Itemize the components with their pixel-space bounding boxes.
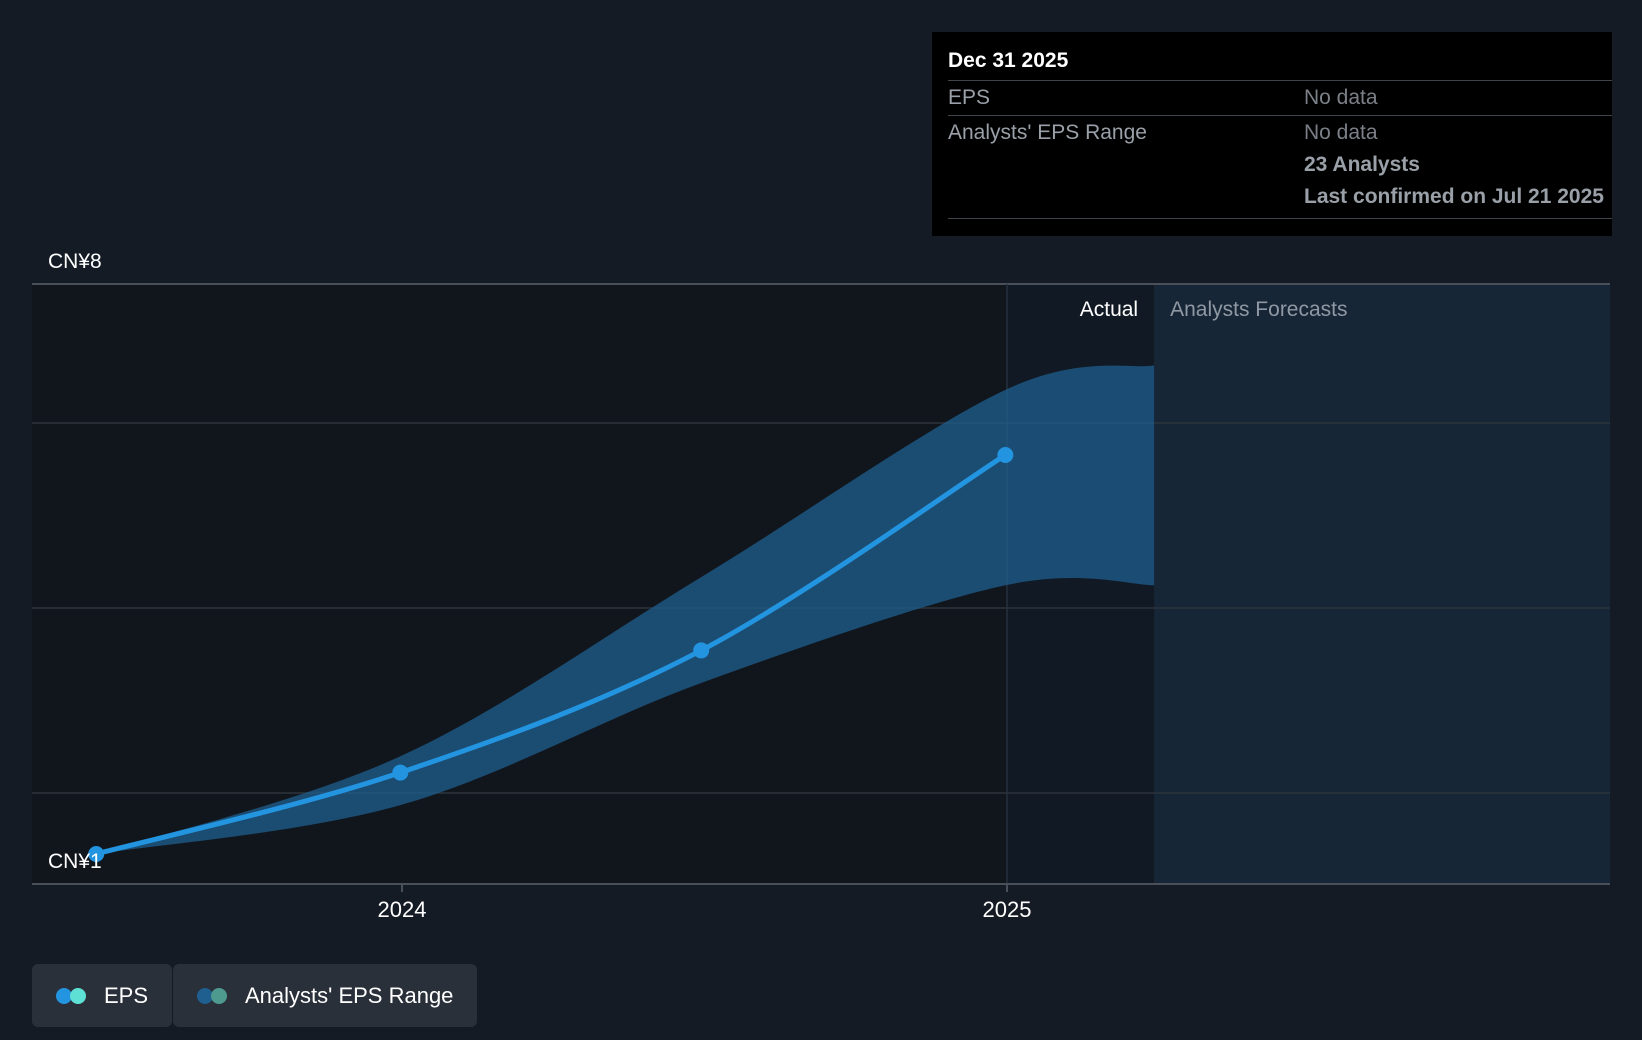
eps-point — [997, 447, 1014, 463]
tooltip-range-value: No data — [1304, 121, 1378, 144]
x-ticks: 2024 2025 — [378, 884, 1032, 922]
eps-point — [693, 642, 710, 659]
actual-section-label: Actual — [1080, 298, 1138, 321]
tooltip-eps-value: No data — [1304, 86, 1378, 109]
eps-legend-dot-secondary — [70, 987, 86, 1004]
x-tick-label: 2025 — [983, 897, 1032, 922]
tooltip-range-row: Analysts' EPS Range No data 23 Analysts … — [948, 116, 1612, 219]
tooltip-eps-label: EPS — [948, 86, 991, 109]
eps-legend-icon — [56, 987, 90, 1004]
forecast-section-label: Analysts Forecasts — [1170, 298, 1347, 321]
tooltip-range-label: Analysts' EPS Range — [948, 121, 1147, 144]
eps-line — [93, 452, 1008, 857]
x-tick-label: 2024 — [378, 897, 427, 922]
range-legend-dot-secondary — [211, 987, 227, 1004]
tooltip-range-values: No data 23 Analysts Last confirmed on Ju… — [1304, 116, 1612, 218]
tooltip-eps-row: EPS No data — [948, 81, 1612, 116]
legend-eps-label: EPS — [104, 982, 149, 1008]
tooltip-date: Dec 31 2025 — [948, 46, 1612, 81]
range-legend-dot — [197, 987, 213, 1004]
legend-eps-button[interactable]: EPS — [32, 964, 173, 1027]
legend-range-label: Analysts' EPS Range — [245, 982, 454, 1008]
tooltip-last-confirmed: Last confirmed on Jul 21 2025 — [1304, 185, 1604, 208]
range-legend-icon — [197, 987, 231, 1004]
legend-range-button[interactable]: Analysts' EPS Range — [173, 964, 478, 1027]
y-axis-top-label: CN¥8 — [48, 250, 102, 273]
eps-legend-dot — [56, 987, 72, 1004]
eps-range-area — [96, 365, 1155, 854]
y-axis-bottom-label: CN¥1 — [48, 850, 102, 873]
hover-tooltip: Dec 31 2025 EPS No data Analysts' EPS Ra… — [932, 32, 1612, 236]
eps-point — [88, 846, 105, 862]
forecast-region-background — [1154, 284, 1610, 884]
eps-points — [88, 447, 1014, 862]
tooltip-analysts-count: 23 Analysts — [1304, 153, 1420, 176]
eps-point — [392, 764, 409, 781]
